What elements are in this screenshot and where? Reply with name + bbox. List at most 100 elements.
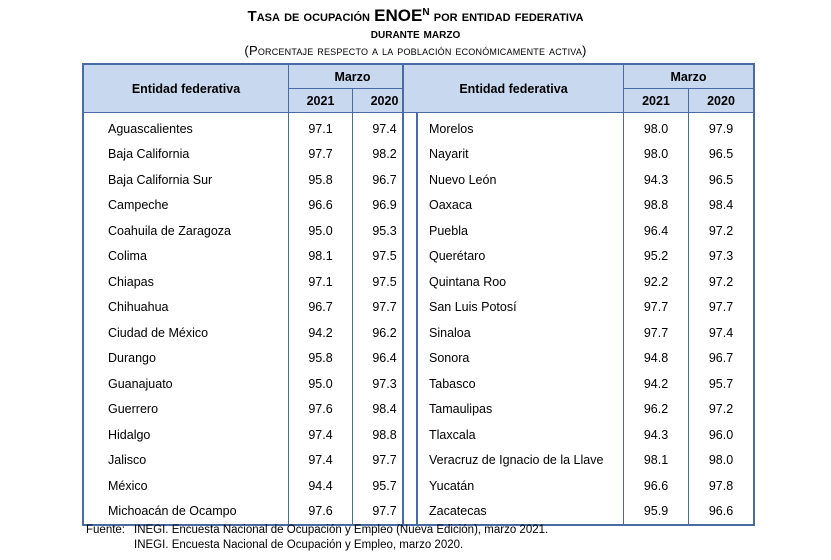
subtitle: (Porcentaje respecto a la población econ… — [244, 43, 587, 58]
state-name: Querétaro — [402, 243, 624, 269]
title-line-1: Tasa de ocupación ENOEN por entidad fede… — [0, 6, 831, 26]
state-name: Baja California Sur — [82, 167, 289, 193]
value-2020: 97.8 — [688, 473, 755, 499]
value-2020: 95.7 — [688, 371, 755, 397]
table-row: Tabasco 94.2 95.7 — [402, 371, 755, 397]
table-row: Campeche 96.6 96.9 — [82, 192, 418, 218]
table-row: Zacatecas 95.9 96.6 — [402, 498, 755, 525]
value-2020: 97.2 — [688, 396, 755, 422]
value-2020: 97.2 — [688, 218, 755, 244]
table-row: Oaxaca 98.8 98.4 — [402, 192, 755, 218]
value-2020: 97.2 — [688, 269, 755, 295]
table-row: Hidalgo 97.4 98.8 — [82, 422, 418, 448]
state-name: Sonora — [402, 345, 624, 371]
table-row: Sinaloa 97.7 97.4 — [402, 320, 755, 346]
value-2021: 97.6 — [288, 498, 353, 525]
state-name: Tamaulipas — [402, 396, 624, 422]
value-2021: 96.6 — [623, 473, 689, 499]
value-2020: 97.7 — [688, 294, 755, 320]
table-row: Morelos 98.0 97.9 — [402, 112, 755, 142]
header-marzo: Marzo — [288, 63, 418, 89]
header-entity: Entidad federativa — [82, 63, 289, 113]
value-2021: 94.3 — [623, 422, 689, 448]
title-line2-text: durante marzo — [370, 25, 461, 41]
title-superscript: N — [422, 7, 430, 18]
value-2020: 96.7 — [688, 345, 755, 371]
value-2021: 96.4 — [623, 218, 689, 244]
table-row: Colima 98.1 97.5 — [82, 243, 418, 269]
table-row: Quintana Roo 92.2 97.2 — [402, 269, 755, 295]
header-2020: 2020 — [688, 88, 755, 113]
state-name: Quintana Roo — [402, 269, 624, 295]
value-2020: 97.9 — [688, 112, 755, 142]
value-2021: 94.4 — [288, 473, 353, 499]
value-2021: 97.7 — [623, 320, 689, 346]
table-row: Michoacán de Ocampo 97.6 97.7 — [82, 498, 418, 525]
value-2020: 96.5 — [688, 141, 755, 167]
state-name: Colima — [82, 243, 289, 269]
value-2021: 98.8 — [623, 192, 689, 218]
table-row: San Luis Potosí 97.7 97.7 — [402, 294, 755, 320]
header-2021: 2021 — [288, 88, 353, 113]
table-row: Nuevo León 94.3 96.5 — [402, 167, 755, 193]
state-name: Chihuahua — [82, 294, 289, 320]
value-2021: 95.2 — [623, 243, 689, 269]
value-2021: 97.1 — [288, 269, 353, 295]
value-2021: 97.6 — [288, 396, 353, 422]
value-2020: 96.5 — [688, 167, 755, 193]
state-name: San Luis Potosí — [402, 294, 624, 320]
value-2021: 97.1 — [288, 112, 353, 142]
state-name: México — [82, 473, 289, 499]
value-2021: 92.2 — [623, 269, 689, 295]
state-name: Durango — [82, 345, 289, 371]
state-name: Guerrero — [82, 396, 289, 422]
value-2020: 96.6 — [688, 498, 755, 525]
state-name: Campeche — [82, 192, 289, 218]
title-prefix: Tasa de ocupación — [247, 8, 375, 25]
table-row: Baja California 97.7 98.2 — [82, 141, 418, 167]
table-row: Guerrero 97.6 98.4 — [82, 396, 418, 422]
value-2021: 94.3 — [623, 167, 689, 193]
state-name: Guanajuato — [82, 371, 289, 397]
table-row: Guanajuato 95.0 97.3 — [82, 371, 418, 397]
value-2021: 95.9 — [623, 498, 689, 525]
value-2020: 97.4 — [688, 320, 755, 346]
state-name: Coahuila de Zaragoza — [82, 218, 289, 244]
state-name: Veracruz de Ignacio de la Llave — [402, 447, 624, 473]
table-row: Durango 95.8 96.4 — [82, 345, 418, 371]
table-right: Entidad federativa Marzo 2021 2020 Morel… — [402, 63, 755, 526]
table-row: Nayarit 98.0 96.5 — [402, 141, 755, 167]
table-row: Ciudad de México 94.2 96.2 — [82, 320, 418, 346]
state-name: Michoacán de Ocampo — [82, 498, 289, 525]
state-name: Tlaxcala — [402, 422, 624, 448]
table-row: Yucatán 96.6 97.8 — [402, 473, 755, 499]
value-2021: 98.1 — [288, 243, 353, 269]
value-2021: 94.2 — [623, 371, 689, 397]
value-2021: 98.0 — [623, 112, 689, 142]
value-2021: 97.4 — [288, 447, 353, 473]
table-row: Chiapas 97.1 97.5 — [82, 269, 418, 295]
header-2021: 2021 — [623, 88, 689, 113]
value-2021: 97.4 — [288, 422, 353, 448]
value-2021: 95.0 — [288, 218, 353, 244]
source-label: Fuente: — [86, 524, 125, 536]
table-row: Tamaulipas 96.2 97.2 — [402, 396, 755, 422]
value-2021: 96.2 — [623, 396, 689, 422]
table-left: Entidad federativa Marzo 2021 2020 Aguas… — [82, 63, 418, 526]
value-2021: 97.7 — [623, 294, 689, 320]
source-note: Fuente: INEGI. Encuesta Nacional de Ocupa… — [86, 523, 548, 553]
title-line-2: durante marzo — [0, 25, 831, 41]
value-2021: 95.0 — [288, 371, 353, 397]
state-name: Morelos — [402, 112, 624, 142]
value-2021: 94.8 — [623, 345, 689, 371]
state-name: Jalisco — [82, 447, 289, 473]
table-row: Baja California Sur 95.8 96.7 — [82, 167, 418, 193]
value-2020: 96.0 — [688, 422, 755, 448]
state-name: Nuevo León — [402, 167, 624, 193]
state-name: Sinaloa — [402, 320, 624, 346]
value-2020: 97.3 — [688, 243, 755, 269]
table-row: Querétaro 95.2 97.3 — [402, 243, 755, 269]
state-name: Puebla — [402, 218, 624, 244]
value-2021: 96.7 — [288, 294, 353, 320]
table-row: Puebla 96.4 97.2 — [402, 218, 755, 244]
